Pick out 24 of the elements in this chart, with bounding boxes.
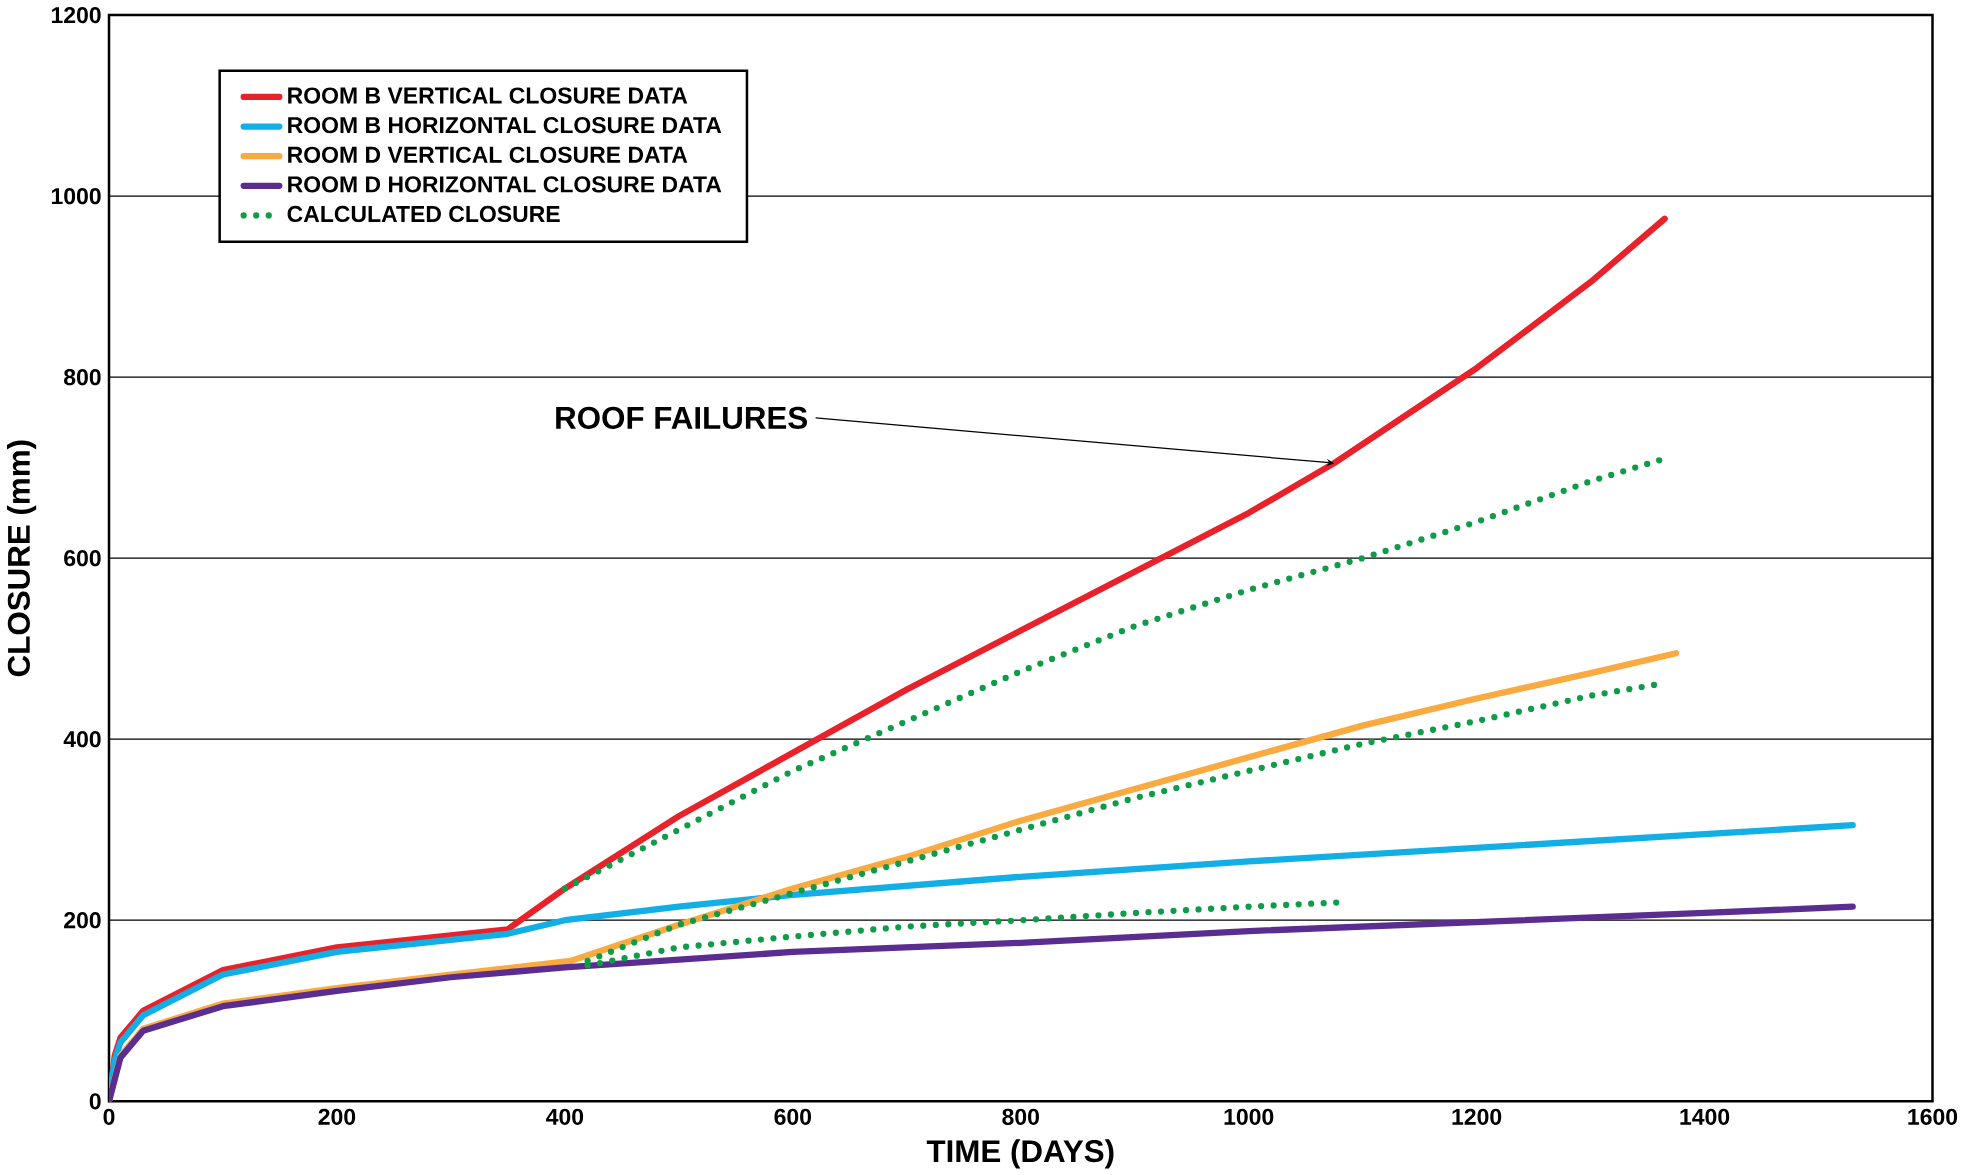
x-tick-label: 600 (774, 1108, 812, 1125)
x-tick-label: 1600 (1908, 1108, 1958, 1125)
x-tick-label: 800 (1002, 1108, 1039, 1125)
x-tick-label: 1200 (1452, 1108, 1502, 1125)
x-tick-label: 400 (546, 1108, 584, 1125)
legend-label: ROOM D VERTICAL CLOSURE DATA (288, 146, 688, 163)
x-tick-label: 0 (103, 1108, 115, 1125)
y-tick-label: 1200 (51, 6, 101, 24)
x-tick-label: 1000 (1224, 1108, 1274, 1125)
legend-label: ROOM B VERTICAL CLOSURE DATA (288, 87, 688, 104)
y-tick-label: 400 (63, 730, 101, 748)
legend-label: ROOM D HORIZONTAL CLOSURE DATA (288, 176, 722, 193)
legend-label: ROOM B HORIZONTAL CLOSURE DATA (288, 116, 722, 134)
y-tick-label: 1000 (51, 187, 101, 205)
y-tick-label: 0 (89, 1092, 101, 1110)
y-tick-label: 600 (64, 549, 101, 567)
x-axis-title: TIME (DAYS) (926, 1139, 1114, 1169)
y-tick-label: 800 (64, 368, 101, 386)
legend-label: CALCULATED CLOSURE (287, 205, 560, 222)
x-tick-label: 1400 (1680, 1108, 1730, 1125)
x-tick-label: 200 (318, 1108, 356, 1125)
y-tick-label: 200 (64, 911, 101, 929)
y-axis-title: CLOSURE (mm) (6, 440, 37, 676)
annotation: ROOF FAILURES (556, 406, 807, 429)
